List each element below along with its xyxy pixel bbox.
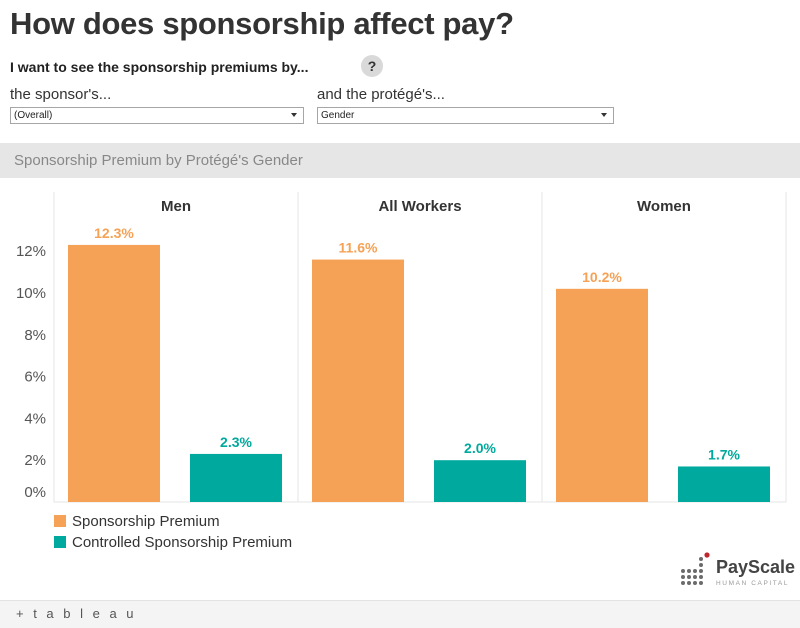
legend-swatch-orange xyxy=(54,515,66,527)
chevron-down-icon xyxy=(601,113,607,117)
y-tick-label: 8% xyxy=(24,327,46,344)
payscale-logo: PayScale HUMAN CAPITAL xyxy=(681,552,795,587)
legend-label: Controlled Sponsorship Premium xyxy=(72,534,293,551)
bar xyxy=(678,466,770,502)
panel-header: Women xyxy=(637,198,691,215)
data-label: 12.3% xyxy=(94,225,134,241)
panel-header: All Workers xyxy=(378,198,461,215)
y-tick-label: 0% xyxy=(24,484,46,501)
legend-swatch-teal xyxy=(54,536,66,548)
y-tick-label: 4% xyxy=(24,410,46,427)
legend-item-controlled: Controlled Sponsorship Premium xyxy=(54,534,292,551)
chart-section-header: Sponsorship Premium by Protégé's Gender xyxy=(0,143,800,178)
chevron-down-icon xyxy=(291,113,297,117)
protege-filter-label: and the protégé's... xyxy=(317,86,445,103)
tableau-logo[interactable]: + t a b l e a u xyxy=(16,606,137,621)
bar xyxy=(312,259,404,502)
panel-header: Men xyxy=(161,198,191,215)
data-label: 1.7% xyxy=(708,446,740,462)
page-title: How does sponsorship affect pay? xyxy=(10,6,514,41)
bar-chart: Men All Workers Women 0% 2% 4% 6% 8% 10% 12% 12.3%… xyxy=(16,192,787,503)
logo-wordmark: PayScale xyxy=(716,557,795,577)
help-button[interactable]: ? xyxy=(361,55,383,77)
data-label: 11.6% xyxy=(339,240,378,256)
y-tick-label: 12% xyxy=(16,243,46,260)
logo-subtitle: HUMAN CAPITAL xyxy=(716,580,789,587)
legend-item-sponsorship: Sponsorship Premium xyxy=(54,513,220,530)
sponsor-filter-label: the sponsor's... xyxy=(10,86,112,103)
bar xyxy=(190,453,282,502)
chart-section-title: Sponsorship Premium by Protégé's Gender xyxy=(14,152,303,169)
sponsor-select-value: (Overall) xyxy=(14,110,53,121)
bar xyxy=(434,460,526,502)
sponsor-select[interactable]: (Overall) xyxy=(10,107,304,124)
legend-label: Sponsorship Premium xyxy=(72,513,220,530)
tableau-footer: + t a b l e a u xyxy=(0,600,800,628)
data-label: 2.0% xyxy=(464,440,496,456)
filter-prompt: I want to see the sponsorship premiums b… xyxy=(10,59,309,75)
y-tick-label: 6% xyxy=(24,369,46,386)
y-tick-label: 2% xyxy=(24,452,46,469)
protege-select[interactable]: Gender xyxy=(317,107,614,124)
y-tick-label: 10% xyxy=(16,285,46,302)
data-label: 10.2% xyxy=(582,269,622,285)
protege-select-value: Gender xyxy=(321,110,355,121)
data-label: 2.3% xyxy=(220,434,252,450)
bar xyxy=(556,288,648,502)
bar xyxy=(68,244,160,502)
